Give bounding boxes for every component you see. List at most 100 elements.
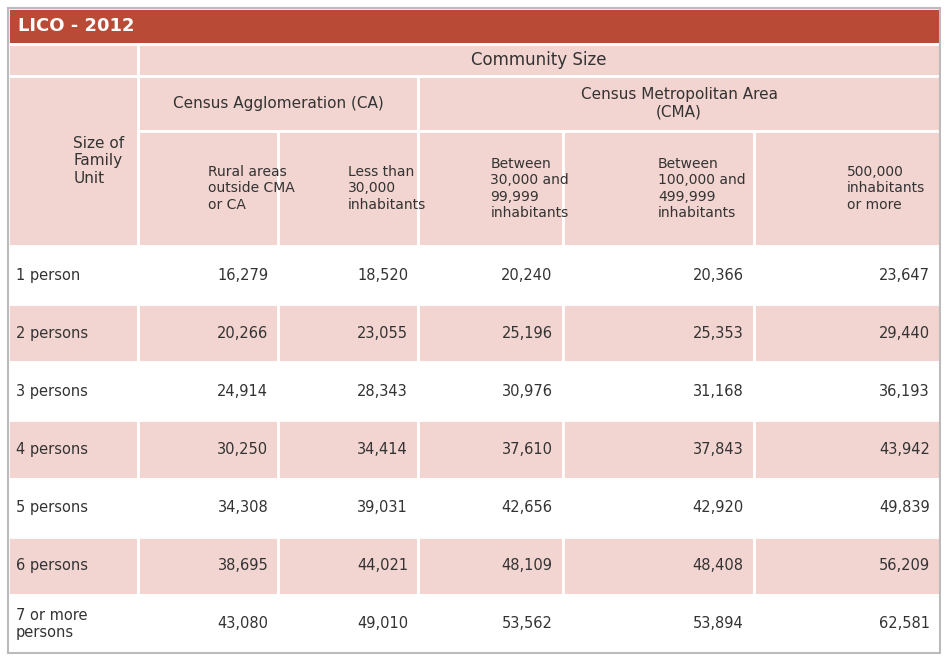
Bar xyxy=(418,304,562,362)
Text: 5 persons: 5 persons xyxy=(16,500,88,515)
Bar xyxy=(418,479,562,537)
Bar xyxy=(8,8,940,44)
Text: Census Agglomeration (CA): Census Agglomeration (CA) xyxy=(173,96,384,111)
Bar xyxy=(418,420,562,479)
Text: 37,843: 37,843 xyxy=(693,442,743,457)
Text: 48,109: 48,109 xyxy=(501,559,553,573)
Text: 20,266: 20,266 xyxy=(217,326,268,340)
Bar xyxy=(562,131,754,246)
Bar xyxy=(418,595,562,653)
Bar xyxy=(8,479,138,537)
Bar xyxy=(754,304,940,362)
Bar xyxy=(418,362,562,420)
Text: Census Metropolitan Area
(CMA): Census Metropolitan Area (CMA) xyxy=(580,87,777,120)
Text: LICO - 2012: LICO - 2012 xyxy=(18,17,135,35)
Text: 31,168: 31,168 xyxy=(693,384,743,399)
Bar xyxy=(279,595,418,653)
Bar xyxy=(279,246,418,304)
Text: 3 persons: 3 persons xyxy=(16,384,88,399)
Bar xyxy=(8,246,138,304)
Bar xyxy=(562,304,754,362)
Bar xyxy=(279,131,418,246)
Text: 37,610: 37,610 xyxy=(501,442,553,457)
Bar xyxy=(138,44,940,76)
Bar xyxy=(138,131,279,246)
Text: 500,000
inhabitants
or more: 500,000 inhabitants or more xyxy=(847,165,925,212)
Text: Community Size: Community Size xyxy=(471,51,607,69)
Text: 20,240: 20,240 xyxy=(501,268,553,282)
Bar xyxy=(138,76,418,131)
Bar xyxy=(8,537,138,595)
Text: 43,942: 43,942 xyxy=(879,442,930,457)
Text: 7 or more
persons: 7 or more persons xyxy=(16,607,87,640)
Bar xyxy=(138,362,279,420)
Text: 28,343: 28,343 xyxy=(357,384,408,399)
Text: 42,656: 42,656 xyxy=(501,500,553,515)
Text: 18,520: 18,520 xyxy=(357,268,408,282)
Bar xyxy=(138,420,279,479)
Text: 44,021: 44,021 xyxy=(357,559,408,573)
Bar xyxy=(754,537,940,595)
Text: 4 persons: 4 persons xyxy=(16,442,88,457)
Text: 24,914: 24,914 xyxy=(217,384,268,399)
Bar xyxy=(418,246,562,304)
Bar xyxy=(138,479,279,537)
Text: 43,080: 43,080 xyxy=(217,617,268,631)
Text: 25,196: 25,196 xyxy=(501,326,553,340)
Text: 38,695: 38,695 xyxy=(217,559,268,573)
Text: 20,366: 20,366 xyxy=(693,268,743,282)
Bar xyxy=(8,76,138,131)
Text: 6 persons: 6 persons xyxy=(16,559,88,573)
Bar xyxy=(8,44,138,76)
Bar xyxy=(138,304,279,362)
Bar xyxy=(8,420,138,479)
Bar xyxy=(562,479,754,537)
Bar xyxy=(8,362,138,420)
Bar xyxy=(279,479,418,537)
Bar xyxy=(562,537,754,595)
Bar xyxy=(279,304,418,362)
Text: 49,010: 49,010 xyxy=(357,617,408,631)
Bar xyxy=(418,537,562,595)
Bar xyxy=(754,246,940,304)
Bar xyxy=(562,420,754,479)
Text: 34,414: 34,414 xyxy=(357,442,408,457)
Bar xyxy=(562,362,754,420)
Text: 36,193: 36,193 xyxy=(880,384,930,399)
Bar xyxy=(754,362,940,420)
Text: 30,250: 30,250 xyxy=(217,442,268,457)
Text: 2 persons: 2 persons xyxy=(16,326,88,340)
Text: 25,353: 25,353 xyxy=(693,326,743,340)
Bar xyxy=(279,362,418,420)
Text: Between
30,000 and
99,999
inhabitants: Between 30,000 and 99,999 inhabitants xyxy=(490,157,569,220)
Text: 23,055: 23,055 xyxy=(357,326,408,340)
Bar xyxy=(562,595,754,653)
Text: Between
100,000 and
499,999
inhabitants: Between 100,000 and 499,999 inhabitants xyxy=(658,157,746,220)
Text: Less than
30,000
inhabitants: Less than 30,000 inhabitants xyxy=(348,165,427,212)
Text: 39,031: 39,031 xyxy=(357,500,408,515)
Bar xyxy=(8,595,138,653)
Text: 49,839: 49,839 xyxy=(879,500,930,515)
Text: 53,562: 53,562 xyxy=(501,617,553,631)
Text: 29,440: 29,440 xyxy=(879,326,930,340)
Bar xyxy=(754,420,940,479)
Bar xyxy=(754,595,940,653)
Bar xyxy=(279,420,418,479)
Text: 23,647: 23,647 xyxy=(879,268,930,282)
Text: 56,209: 56,209 xyxy=(879,559,930,573)
Text: 34,308: 34,308 xyxy=(217,500,268,515)
Bar xyxy=(8,304,138,362)
Bar xyxy=(418,76,940,131)
Text: 16,279: 16,279 xyxy=(217,268,268,282)
Text: Size of
Family
Unit: Size of Family Unit xyxy=(73,136,124,186)
Bar xyxy=(562,246,754,304)
Bar xyxy=(138,246,279,304)
Text: 48,408: 48,408 xyxy=(693,559,743,573)
Bar xyxy=(8,76,138,246)
Bar xyxy=(754,479,940,537)
Text: 53,894: 53,894 xyxy=(693,617,743,631)
Text: Rural areas
outside CMA
or CA: Rural areas outside CMA or CA xyxy=(209,165,295,212)
Bar xyxy=(138,537,279,595)
Bar xyxy=(754,131,940,246)
Text: 1 person: 1 person xyxy=(16,268,81,282)
